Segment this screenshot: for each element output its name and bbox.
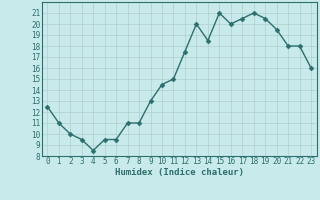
X-axis label: Humidex (Indice chaleur): Humidex (Indice chaleur) bbox=[115, 168, 244, 177]
